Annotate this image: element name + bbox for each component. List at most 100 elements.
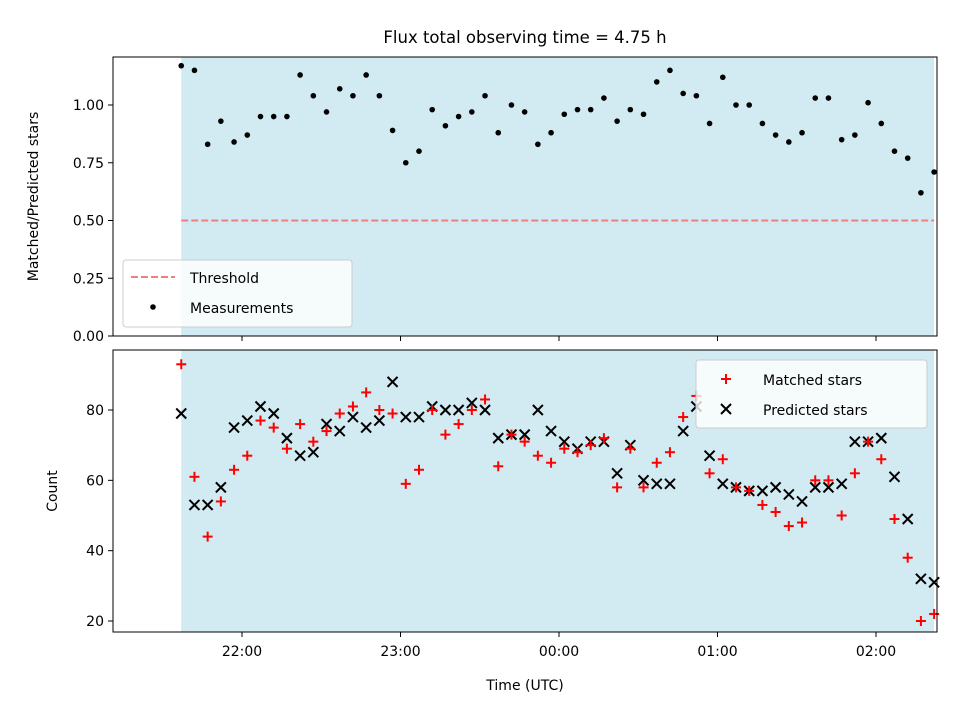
matched-star-point [559,443,570,454]
measurement-point [429,106,436,113]
matched-star-point [466,405,477,415]
predicted-star-point [452,404,465,416]
x-tick-label: 00:00 [539,644,579,660]
measurement-point [719,74,726,81]
predicted-star-point [188,499,201,511]
predicted-star-point [439,404,452,416]
measurement-point [587,106,594,113]
measurement-point [614,118,620,124]
ratio-y-axis: 0.00 0.25 0.50 0.75 1.00 [73,98,113,345]
predicted-star-point [281,432,293,444]
measurement-point [693,92,700,99]
matched-star-point [347,401,358,412]
matched-star-point [242,450,253,461]
matched-star-point [744,485,755,496]
count-y-axis-label: Count [45,470,61,512]
measurement-point [270,113,277,120]
count-panel: 20 40 60 80 22:00 23:00 00:00 01:00 02:00 Count… [45,349,940,694]
predicted-star-point [267,407,280,420]
matched-star-point [730,482,741,493]
matched-star-point [427,405,438,415]
measurement-point [865,99,871,106]
measurement-point [389,127,396,134]
predicted-star-point [175,407,187,420]
measurement-point [376,92,383,99]
matched-star-point [268,422,279,433]
predicted-star-point [334,425,346,437]
legend-measurement-label: Measurements [190,301,293,317]
measurement-point [838,136,845,143]
measurement-point [733,102,739,108]
predicted-star-point [307,446,320,458]
count-y-tick-label: 40 [86,544,104,560]
measurement-point [918,189,924,196]
measurement-point [350,92,356,99]
predicted-star-point [796,495,808,508]
ratio-x-ticks [241,336,877,341]
chart-title: Flux total observing time = 4.75 h [383,28,666,47]
matched-star-point [176,359,187,370]
matched-star-point [585,440,596,451]
measurement-point [561,111,568,118]
ratio-y-tick-label: 0.00 [73,329,104,345]
predicted-star-point [875,432,887,444]
matched-star-point [717,454,728,465]
matched-star-point [400,478,411,489]
ratio-axes-frame [112,56,938,337]
measurement-point [191,67,198,74]
matched-star-point [770,506,781,517]
predicted-star-point [347,411,359,423]
matched-star-point [480,394,491,405]
measurement-point [535,141,541,148]
measurement-point [469,109,475,115]
measurement-point [891,148,898,154]
predicted-star-point [809,481,821,494]
measurement-point [284,113,290,120]
matched-star-point [519,436,530,447]
measurement-point [442,122,449,129]
legend-predicted-label: Predicted stars [763,403,868,419]
predicted-star-point [756,485,769,497]
predicted-star-point [651,478,663,490]
matched-star-point [704,468,715,479]
matched-star-point [783,521,794,532]
x-tick-label: 22:00 [222,644,262,660]
measurement-point [904,155,911,161]
measurement-point [521,109,528,115]
matched-star-point [664,447,675,458]
measurement-point [627,106,634,113]
predicted-star-point [254,400,267,413]
measurement-point [548,129,554,136]
predicted-star-point [637,474,650,487]
predicted-star-point [901,513,914,525]
matched-star-point [374,405,385,415]
matched-star-point [308,436,319,447]
predicted-star-point [518,428,531,441]
matched-star-point [295,419,306,430]
measurement-point [601,95,607,101]
predicted-star-point [466,397,478,409]
predicted-star-point [386,376,399,388]
measurement-point [852,132,858,138]
measurement-point [825,95,832,101]
measurement-point [310,92,317,99]
measurement-point [759,120,766,127]
predicted-star-point [611,467,623,480]
matched-star-point [612,482,623,493]
legend-predicted-swatch [720,403,732,415]
ratio-y-tick-label: 1.00 [73,98,104,114]
predicted-star-point [201,499,214,511]
matched-star-point [255,415,266,426]
legend-measurement-swatch [150,304,156,310]
matched-star-point [334,408,345,419]
x-axis-label: Time (UTC) [485,678,563,694]
matched-star-point [757,499,768,510]
measurement-point [416,148,422,154]
count-y-axis: 20 40 60 80 [86,403,113,630]
matched-star-point [915,616,926,626]
ratio-y-tick-label: 0.25 [73,271,104,287]
predicted-star-point [492,432,504,444]
measurement-point [508,102,515,108]
predicted-star-point [677,425,689,437]
predicted-star-point [215,481,227,494]
